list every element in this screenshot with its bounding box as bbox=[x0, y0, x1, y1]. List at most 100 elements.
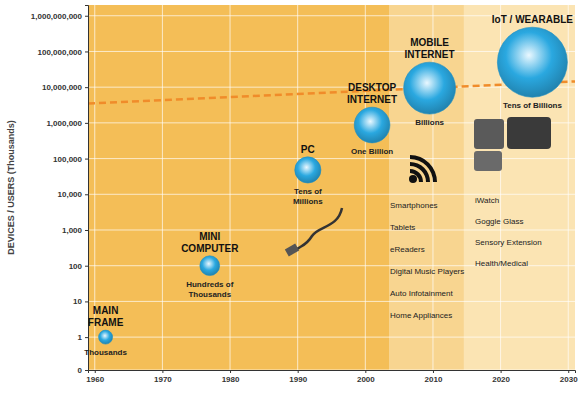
x-tick: 1990 bbox=[289, 370, 307, 384]
y-tick-mark bbox=[85, 87, 88, 88]
y-tick: 100,000,000 bbox=[38, 48, 89, 57]
bubble bbox=[354, 107, 390, 143]
x-grid-line bbox=[230, 5, 231, 370]
bubble-sublabel: Billions bbox=[415, 118, 444, 127]
y-tick: 10,000,000 bbox=[42, 83, 88, 92]
x-tick-mark bbox=[298, 370, 299, 373]
x-tick-label: 2010 bbox=[425, 375, 443, 384]
y-tick-label: 100 bbox=[69, 262, 83, 271]
x-axis: 1960 1970 1980 1990 2000 2010 2020 2030 bbox=[86, 370, 578, 384]
annotation-item: Home Appliances bbox=[390, 311, 452, 320]
y-grid-line bbox=[88, 337, 575, 338]
y-tick-mark bbox=[85, 301, 88, 302]
y-tick-label: 1,000 bbox=[62, 226, 83, 235]
plot-background bbox=[88, 5, 575, 370]
x-tick: 1960 bbox=[86, 370, 104, 384]
y-tick-mark bbox=[85, 230, 88, 231]
cable-plug bbox=[285, 244, 299, 257]
annotation-item: Smartphones bbox=[390, 201, 438, 210]
x-tick-mark bbox=[365, 370, 366, 373]
y-tick-label: 1 bbox=[78, 333, 83, 342]
annotation-item: Auto Infotainment bbox=[390, 289, 453, 298]
annotation-item: eReaders bbox=[390, 245, 425, 254]
y-tick: 100,000 bbox=[53, 155, 88, 164]
x-tick-label: 1970 bbox=[154, 375, 172, 384]
y-grid-line bbox=[88, 87, 575, 88]
x-tick-label: 2000 bbox=[357, 375, 375, 384]
x-tick-label: 1990 bbox=[289, 375, 307, 384]
x-tick-label: 1980 bbox=[222, 375, 240, 384]
bubble-title: MINICOMPUTER bbox=[181, 231, 239, 254]
bubble bbox=[99, 330, 113, 344]
y-tick: 10 bbox=[73, 297, 88, 306]
y-tick-label: 0 bbox=[78, 366, 83, 375]
x-tick: 2000 bbox=[357, 370, 375, 384]
trend-line bbox=[88, 81, 575, 103]
era-region bbox=[463, 5, 575, 370]
bubble bbox=[497, 27, 567, 97]
wifi-arc bbox=[410, 155, 437, 182]
wifi-arc bbox=[410, 169, 423, 182]
era-region bbox=[389, 5, 463, 370]
y-tick-mark bbox=[85, 337, 88, 338]
x-tick: 2010 bbox=[425, 370, 443, 384]
bubble-title: DESKTOPINTERNET bbox=[347, 82, 397, 105]
y-tick: 1,000 bbox=[62, 226, 88, 235]
bubble-title: MOBILEINTERNET bbox=[405, 37, 455, 60]
y-tick: 10,000 bbox=[58, 190, 88, 199]
x-tick-label: 2020 bbox=[492, 375, 510, 384]
y-tick-label: 1,000,000,000 bbox=[31, 12, 83, 21]
y-tick-label: 10,000,000 bbox=[42, 83, 83, 92]
x-grid-line bbox=[568, 5, 569, 370]
bubble-sublabel: Thousands bbox=[84, 348, 127, 357]
y-tick: 1,000,000 bbox=[46, 119, 88, 128]
y-tick-label: 1,000,000 bbox=[46, 119, 82, 128]
y-tick: 1,000,000,000 bbox=[31, 12, 88, 21]
bubble bbox=[404, 62, 456, 114]
x-tick: 1970 bbox=[154, 370, 172, 384]
bubble bbox=[200, 256, 220, 276]
x-grid-line bbox=[162, 5, 163, 370]
x-tick-mark bbox=[501, 370, 502, 373]
device-image bbox=[507, 117, 551, 149]
y-tick-mark bbox=[85, 159, 88, 160]
grid bbox=[88, 5, 575, 370]
wifi-dot bbox=[409, 175, 417, 183]
y-grid-line bbox=[88, 301, 575, 302]
bubble-title: PC bbox=[301, 144, 315, 155]
y-tick-mark bbox=[85, 194, 88, 195]
annotation-item: Health/Medical bbox=[475, 259, 528, 268]
x-tick: 1980 bbox=[222, 370, 240, 384]
x-tick: 2020 bbox=[492, 370, 510, 384]
x-grid-line bbox=[365, 5, 366, 370]
x-tick: 2030 bbox=[560, 370, 578, 384]
y-tick-mark bbox=[85, 51, 88, 52]
bubble-labels: MAINFRAMEThousandsMINICOMPUTERHundreds o… bbox=[84, 14, 573, 357]
bubble bbox=[295, 157, 321, 183]
y-axis: 0 1 10 100 1,000 10,000 100,000 1,000,000 10,000… bbox=[31, 6, 89, 376]
bubble-sublabel: Tens of Billions bbox=[503, 101, 563, 110]
cable bbox=[296, 208, 342, 250]
y-tick: 100 bbox=[69, 262, 88, 271]
y-tick-mark bbox=[85, 123, 88, 124]
device-image bbox=[474, 119, 504, 149]
y-tick-label: 10,000 bbox=[58, 190, 83, 199]
y-tick-mark bbox=[85, 16, 88, 17]
y-grid-line bbox=[88, 370, 575, 371]
y-grid-line bbox=[88, 229, 575, 230]
annotation-item: Tablets bbox=[390, 223, 415, 232]
y-tick-label: 10 bbox=[73, 297, 82, 306]
annotations: SmartphonesTabletseReadersDigital Music … bbox=[390, 196, 542, 320]
x-tick-mark bbox=[433, 370, 434, 373]
y-axis-title: DEVICES / USERS (Thousands) bbox=[6, 120, 16, 255]
device-image bbox=[474, 151, 502, 171]
x-tick-mark bbox=[230, 370, 231, 373]
y-tick-mark bbox=[85, 266, 88, 267]
plot-area bbox=[88, 5, 575, 370]
y-axis-line bbox=[85, 6, 89, 371]
x-axis-line bbox=[89, 371, 576, 374]
x-tick-label: 1960 bbox=[86, 375, 104, 384]
annotation-item: Goggle Glass bbox=[475, 217, 523, 226]
bubble-title: MAINFRAME bbox=[88, 305, 124, 328]
bubble-sublabel: One Billion bbox=[351, 147, 393, 156]
